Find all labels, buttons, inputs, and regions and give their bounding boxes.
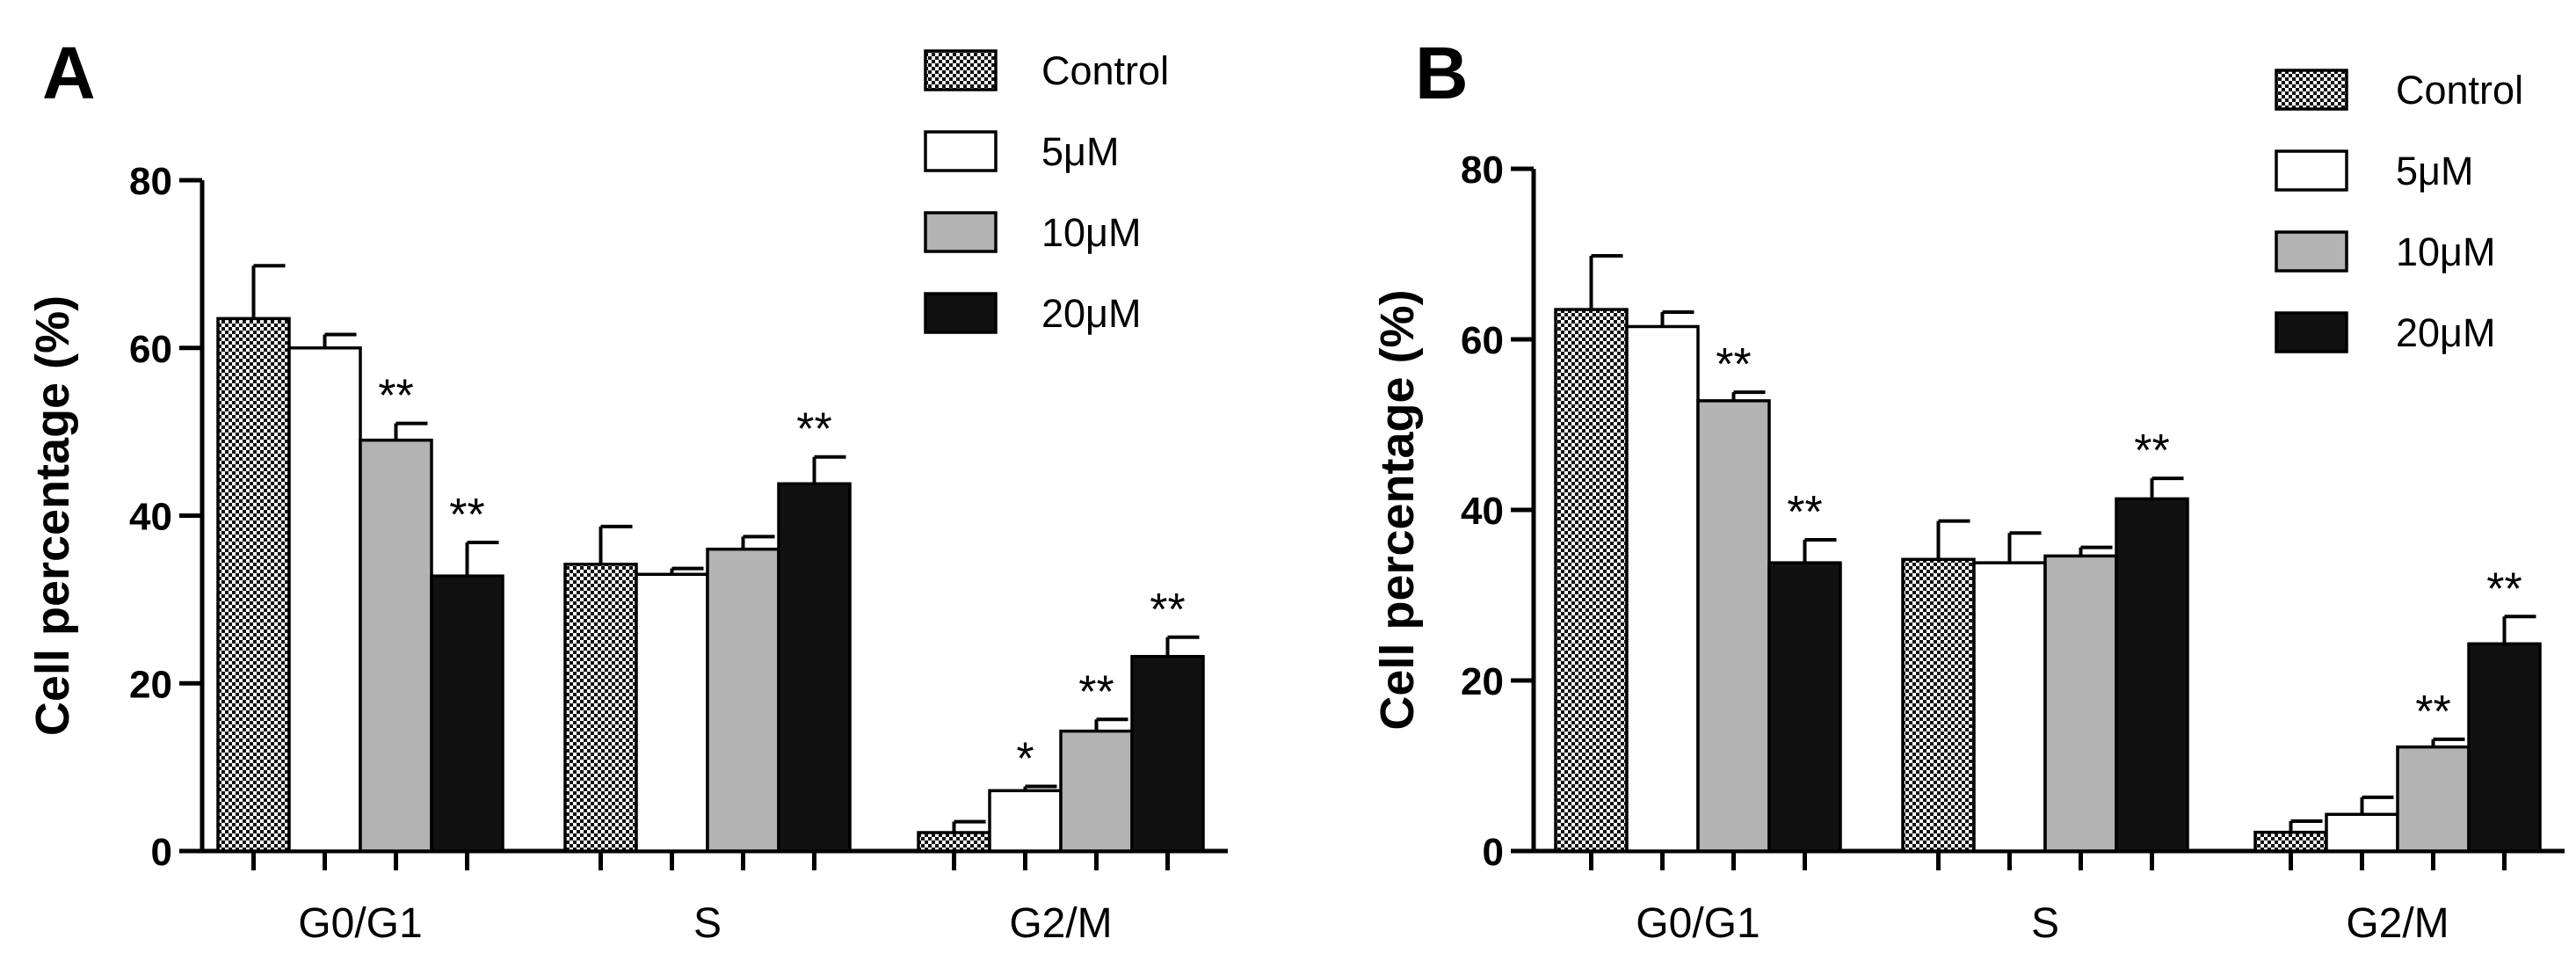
x-category-label: G0/G1 [298,900,422,947]
bar-1-4 [1767,561,1842,853]
legend-swatch [2275,230,2348,273]
bar-2-2 [1972,561,2047,853]
bar-3-3 [1059,729,1134,853]
x-category-label: S [693,900,722,947]
y-tick-label: 0 [1483,831,1504,874]
bar-1-2 [1625,324,1700,853]
x-category-label: G2/M [1009,900,1112,947]
significance-label: * [1016,734,1034,785]
significance-label: ** [2415,687,2450,738]
bar-1-2 [287,346,362,853]
bar-3-4 [1130,654,1205,853]
bar-1-1 [1554,308,1629,853]
bar-3-1 [2253,830,2328,853]
y-tick-label: 20 [1461,660,1504,703]
legend-swatch [924,130,998,172]
significance-label: ** [796,404,831,455]
significance-label: ** [2486,564,2522,615]
significance-label: ** [1150,585,1185,636]
bar-2-3 [2043,554,2118,853]
legend-label: 20μM [2396,310,2495,355]
y-tick-label: 40 [129,496,172,539]
significance-label: ** [1787,487,1822,538]
y-tick-label: 0 [151,831,172,874]
significance-label: ** [378,371,413,422]
significance-label: ** [2134,426,2169,477]
bar-1-3 [359,438,433,853]
bar-2-1 [1901,557,1976,853]
panel-b: B Cell percentage (%) 0 20 40 60 80 ** ** G0/G1 **… [1371,32,2565,947]
panel-letter: A [42,32,96,114]
legend-label: 10μM [1041,210,1141,255]
bar-2-2 [635,572,709,853]
legend-swatch [2275,311,2348,353]
y-axis-label: Cell percentage (%) [26,295,79,736]
x-category-label: S [2031,900,2059,947]
bar-1-4 [430,574,504,853]
y-axis-label: Cell percentage (%) [1371,289,1424,730]
legend-label: 10μM [2396,229,2495,274]
bar-2-4 [2115,497,2189,853]
bar-3-4 [2467,642,2542,853]
significance-label: ** [1078,666,1114,717]
bar-3-2 [2325,812,2399,853]
significance-label: ** [449,490,484,541]
legend-label: 5μM [2396,149,2473,193]
legend-label: 5μM [1041,129,1119,174]
bar-1-3 [1696,399,1771,853]
bar-3-2 [988,789,1063,853]
y-tick-label: 60 [129,328,172,371]
bar-3-3 [2396,745,2471,853]
y-tick-label: 40 [1461,490,1504,533]
x-category-label: G2/M [2346,900,2449,947]
bar-1-1 [216,317,291,853]
legend-swatch [2275,69,2348,111]
legend-swatch [924,292,998,334]
legend-label: Control [1041,48,1169,93]
x-category-label: G0/G1 [1636,900,1760,947]
bar-2-4 [777,482,852,853]
legend-swatch [2275,149,2348,192]
panel-letter: B [1415,32,1469,114]
legend-label: 20μM [1041,291,1141,336]
legend-swatch [924,211,998,253]
legend-swatch [924,49,998,91]
y-tick-label: 80 [129,160,172,203]
y-tick-label: 60 [1461,319,1504,362]
y-tick-label: 80 [1461,149,1504,192]
y-tick-label: 20 [129,663,172,706]
bar-2-1 [563,563,638,853]
bar-2-3 [706,547,780,853]
legend-label: Control [2396,68,2523,113]
significance-label: ** [1716,339,1751,390]
bar-3-1 [917,831,991,853]
